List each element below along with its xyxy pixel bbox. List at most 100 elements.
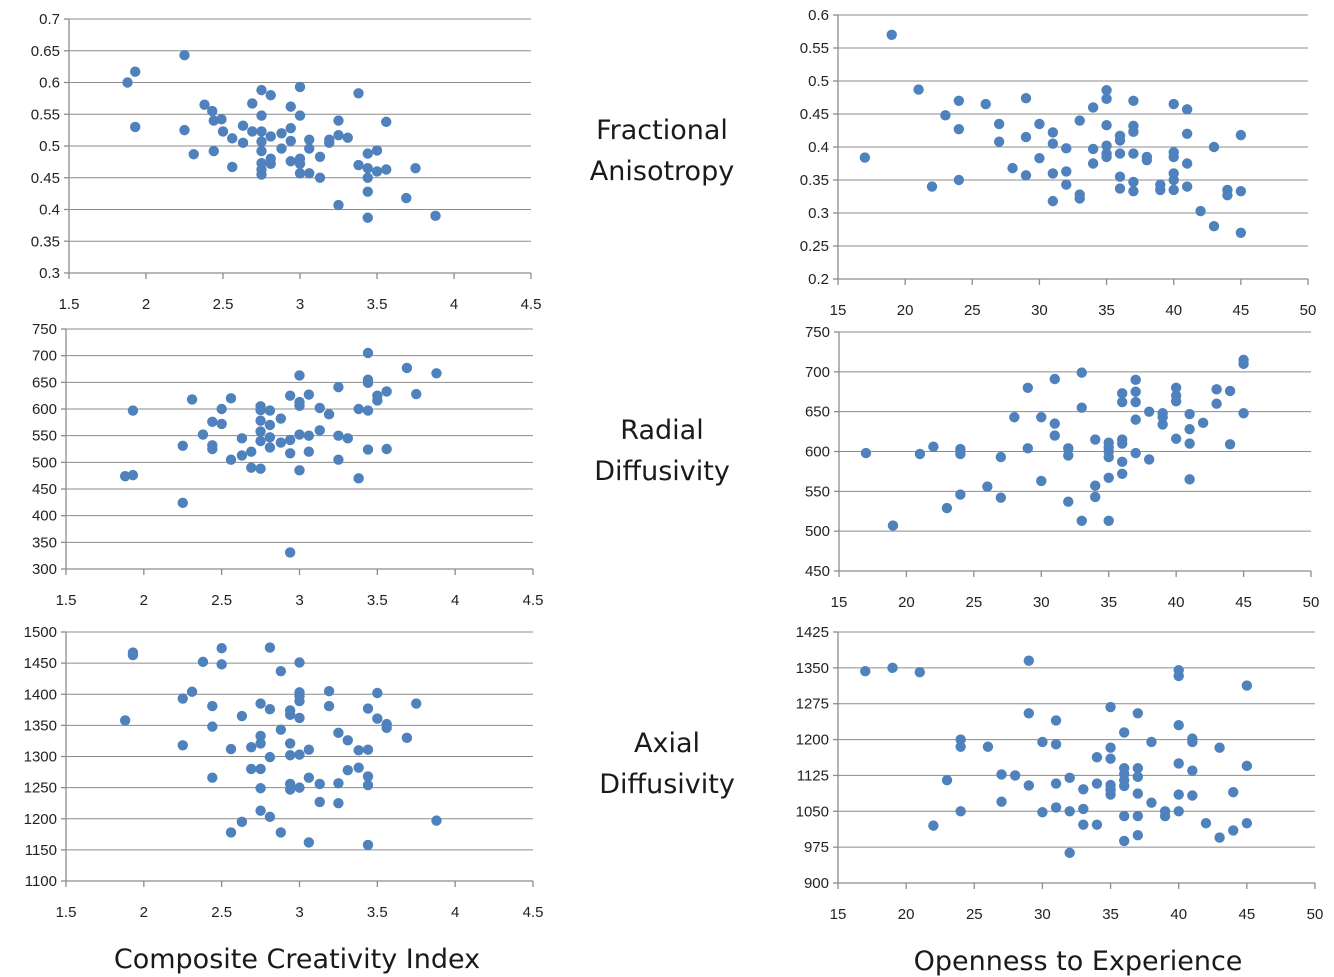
data-point — [225, 743, 237, 755]
data-point — [255, 698, 266, 709]
y-tick-label: 0.55 — [31, 106, 60, 123]
data-point — [324, 137, 335, 149]
data-point — [1132, 788, 1144, 799]
y-tick-label: 0.3 — [808, 205, 829, 222]
x-tick-label: 1.5 — [56, 904, 77, 921]
data-point — [372, 395, 383, 406]
y-tick-label: 0.25 — [800, 238, 829, 255]
y-tick-label: 1450 — [24, 655, 57, 672]
y-tick-label: 1350 — [24, 717, 57, 734]
y-tick-label: 350 — [32, 534, 57, 551]
x-tick-label: 50 — [1303, 594, 1320, 611]
data-point — [208, 115, 219, 126]
data-point — [362, 771, 374, 782]
data-point — [1141, 155, 1153, 166]
data-point — [941, 775, 953, 786]
data-point — [276, 128, 287, 139]
data-point — [127, 405, 139, 416]
y-tick-label: 0.4 — [39, 202, 60, 219]
data-point — [926, 181, 938, 192]
x-tick-label: 1.5 — [56, 592, 77, 609]
x-tick-label: 50 — [1307, 906, 1324, 923]
data-point — [303, 430, 315, 441]
data-point — [294, 400, 305, 411]
data-point — [431, 368, 442, 379]
data-point — [264, 419, 276, 431]
data-point — [1063, 450, 1074, 461]
data-point — [265, 153, 276, 164]
data-point — [275, 666, 287, 677]
data-point — [362, 377, 374, 389]
data-point — [1101, 93, 1112, 105]
data-point — [264, 442, 276, 453]
data-point — [1184, 408, 1195, 420]
x-tick-label: 15 — [831, 594, 848, 611]
data-point — [1022, 443, 1033, 454]
x-tick-label: 4 — [451, 904, 459, 921]
data-point — [1228, 825, 1239, 836]
data-point — [275, 827, 287, 838]
x-tick-label: 50 — [1300, 302, 1317, 319]
data-point — [1168, 151, 1179, 163]
data-point — [207, 700, 218, 712]
data-point — [955, 448, 966, 460]
data-point — [1181, 181, 1193, 192]
data-point — [1184, 438, 1195, 449]
y-tick-label: 0.55 — [800, 40, 829, 57]
data-point — [294, 110, 306, 121]
data-point — [1091, 752, 1103, 763]
x-tick-label: 2 — [140, 904, 148, 921]
y-tick-label: 0.5 — [808, 73, 829, 90]
data-point — [304, 134, 315, 145]
data-point — [1047, 195, 1059, 207]
data-point — [256, 126, 267, 137]
data-point — [1117, 388, 1128, 399]
data-point — [1049, 430, 1060, 441]
data-point — [1228, 786, 1239, 798]
data-point — [887, 520, 899, 531]
data-point — [1091, 778, 1103, 789]
data-point — [1241, 818, 1253, 829]
data-point — [995, 492, 1007, 503]
data-point — [127, 469, 139, 481]
data-point — [1034, 153, 1045, 164]
data-point — [1195, 205, 1206, 217]
x-tick-label: 2 — [142, 296, 150, 313]
data-point — [1090, 480, 1101, 491]
data-point — [284, 390, 296, 401]
y-tick-label: 550 — [32, 428, 57, 445]
data-point — [353, 473, 364, 484]
data-point — [1078, 784, 1089, 795]
y-tick-label: 450 — [805, 563, 830, 580]
data-point — [1168, 184, 1179, 196]
data-point — [381, 443, 392, 455]
y-tick-label: 0.45 — [800, 106, 829, 123]
data-point — [276, 143, 287, 154]
data-point — [1101, 140, 1112, 151]
data-point — [953, 95, 965, 107]
data-point — [1063, 443, 1074, 454]
y-tick-label: 500 — [805, 523, 830, 540]
data-point — [1184, 474, 1195, 485]
data-point — [1090, 491, 1101, 503]
data-point — [993, 118, 1005, 130]
data-point — [1091, 819, 1103, 830]
y-tick-label: 0.65 — [31, 43, 60, 60]
y-tick-label: 450 — [32, 481, 57, 498]
data-point — [237, 120, 249, 131]
data-point — [1023, 655, 1034, 666]
data-point — [294, 465, 305, 476]
y-tick-label: 1125 — [797, 767, 829, 784]
data-point — [995, 451, 1007, 463]
y-tick-label: 0.4 — [808, 139, 829, 156]
data-point — [411, 388, 422, 400]
data-point — [860, 666, 871, 677]
data-point — [1128, 148, 1139, 159]
data-point — [314, 778, 325, 790]
data-point — [1170, 396, 1182, 407]
y-tick-label: 0.2 — [808, 271, 829, 288]
data-point — [1078, 803, 1089, 815]
data-point — [264, 405, 276, 416]
data-point — [256, 145, 267, 157]
